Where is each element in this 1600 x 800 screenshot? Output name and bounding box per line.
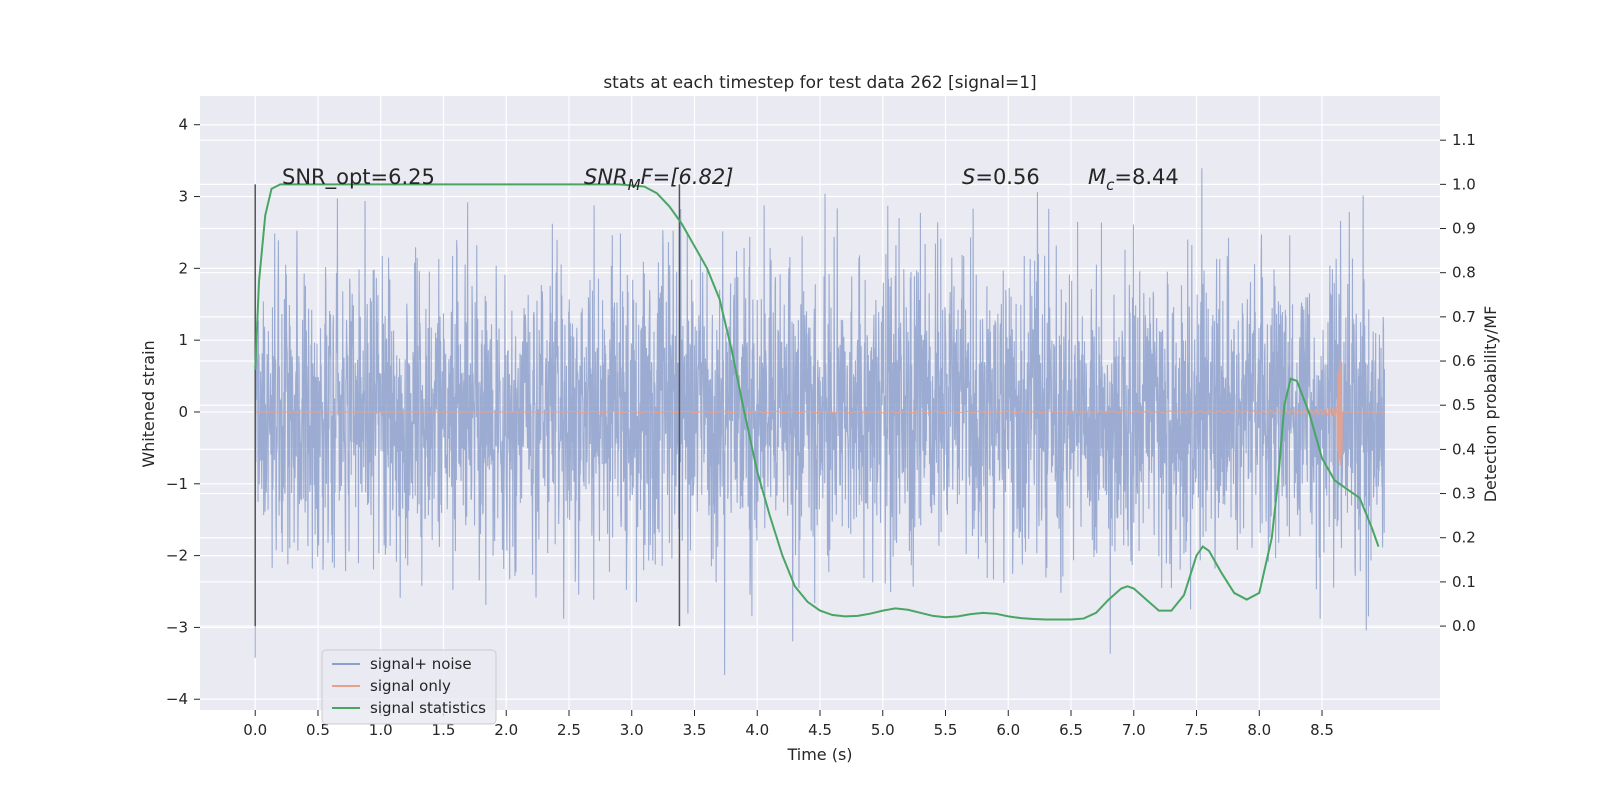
y-right-tick-label: 0.5	[1452, 396, 1476, 414]
x-tick-label: 4.5	[808, 721, 832, 739]
y-tick-label: −1	[166, 475, 188, 493]
y-tick-label: 3	[178, 188, 188, 206]
statistics-line	[254, 183, 1380, 621]
annotation-snr-mf-rest: F=[6.82]	[641, 165, 734, 189]
legend-label-signal: signal only	[370, 677, 451, 695]
x-tick-label: 6.0	[996, 721, 1020, 739]
annotation-s: S=0.56	[962, 165, 1040, 189]
y-tick-label: 4	[178, 116, 188, 134]
x-tick-label: 0.0	[243, 721, 267, 739]
y-tick-label: 2	[178, 259, 188, 277]
annotation-snr-opt: SNR_opt=6.25	[282, 165, 435, 190]
x-axis-label: Time (s)	[786, 745, 852, 764]
y-right-tick-label: 0.2	[1452, 529, 1476, 547]
y-axis-label: Whitened strain	[139, 340, 158, 467]
signal-only-series	[255, 358, 1385, 466]
annotation-mc-main: M	[1088, 165, 1106, 189]
y-tick-label: −3	[166, 618, 188, 636]
x-tick-label: 7.5	[1185, 721, 1209, 739]
chart-title: stats at each timestep for test data 262…	[603, 73, 1036, 93]
y-tick-label: −4	[166, 690, 188, 708]
x-tick-label: 8.5	[1310, 721, 1334, 739]
x-tick-label: 1.0	[369, 721, 393, 739]
signal-statistics-series	[254, 183, 1380, 621]
annotation-mc-rest: =8.44	[1114, 165, 1178, 189]
y-right-tick-label: 0.3	[1452, 485, 1476, 503]
x-tick-label: 4.0	[745, 721, 769, 739]
x-tick-label: 3.0	[620, 721, 644, 739]
x-tick-label: 8.0	[1247, 721, 1271, 739]
annotation-mc-sub: c	[1106, 176, 1115, 194]
y-right-tick-label: 0.4	[1452, 440, 1476, 458]
x-tick-label: 7.0	[1122, 721, 1146, 739]
legend-box	[321, 649, 497, 725]
signal-trace	[255, 358, 1385, 466]
x-tick-label: 2.5	[557, 721, 581, 739]
legend-label-statistics: signal statistics	[370, 699, 486, 717]
right-y-axis-ticks: 1.1 1.0 0.9 0.8 0.7 0.6 0.5 0.4 0.3 0.2 0.1 0.0	[1440, 131, 1476, 635]
x-tick-label: 3.5	[683, 721, 707, 739]
annotation-snr-mf-main: SNR	[584, 165, 628, 189]
x-tick-label: 0.5	[306, 721, 330, 739]
y-right-tick-label: 0.7	[1452, 308, 1476, 326]
noise-trace	[254, 168, 1386, 675]
annotation-s-main: S	[962, 165, 975, 189]
y-tick-label: −2	[166, 547, 188, 565]
legend: signal+ noise signal only signal statist…	[321, 649, 497, 725]
vertical-markers	[254, 184, 681, 627]
x-tick-label: 5.5	[934, 721, 958, 739]
x-axis-ticks: 0.0 0.5 1.0 1.5 2.0 2.5 3.0 3.5 4.0 4.5 5.0 5.5 6.0 6…	[243, 710, 1334, 739]
y-right-tick-label: 0.1	[1452, 573, 1476, 591]
y-right-tick-label: 1.0	[1452, 175, 1476, 193]
annotation-snr-mf: SNRMF=[6.82]	[584, 165, 733, 194]
annotation-mc: Mc=8.44	[1088, 165, 1179, 194]
y-tick-label: 0	[178, 403, 188, 421]
legend-label-noise: signal+ noise	[370, 655, 472, 673]
x-tick-label: 1.5	[432, 721, 456, 739]
right-y-axis-label: Detection probability/MF	[1481, 306, 1500, 503]
y-right-tick-label: 0.6	[1452, 352, 1476, 370]
x-tick-label: 6.5	[1059, 721, 1083, 739]
y-right-tick-label: 0.8	[1452, 264, 1476, 282]
y-right-tick-label: 0.9	[1452, 220, 1476, 238]
annotation-s-rest: =0.56	[975, 165, 1039, 189]
x-tick-label: 2.0	[494, 721, 518, 739]
y-axis-ticks: 4 3 2 1 0 −1 −2 −3 −4	[166, 116, 200, 708]
annotation-snr-mf-sub: M	[628, 176, 641, 194]
x-tick-label: 5.0	[871, 721, 895, 739]
y-tick-label: 1	[178, 331, 188, 349]
signal-plus-noise-series	[254, 168, 1386, 675]
y-right-tick-label: 0.0	[1452, 617, 1476, 635]
y-right-tick-label: 1.1	[1452, 131, 1476, 149]
